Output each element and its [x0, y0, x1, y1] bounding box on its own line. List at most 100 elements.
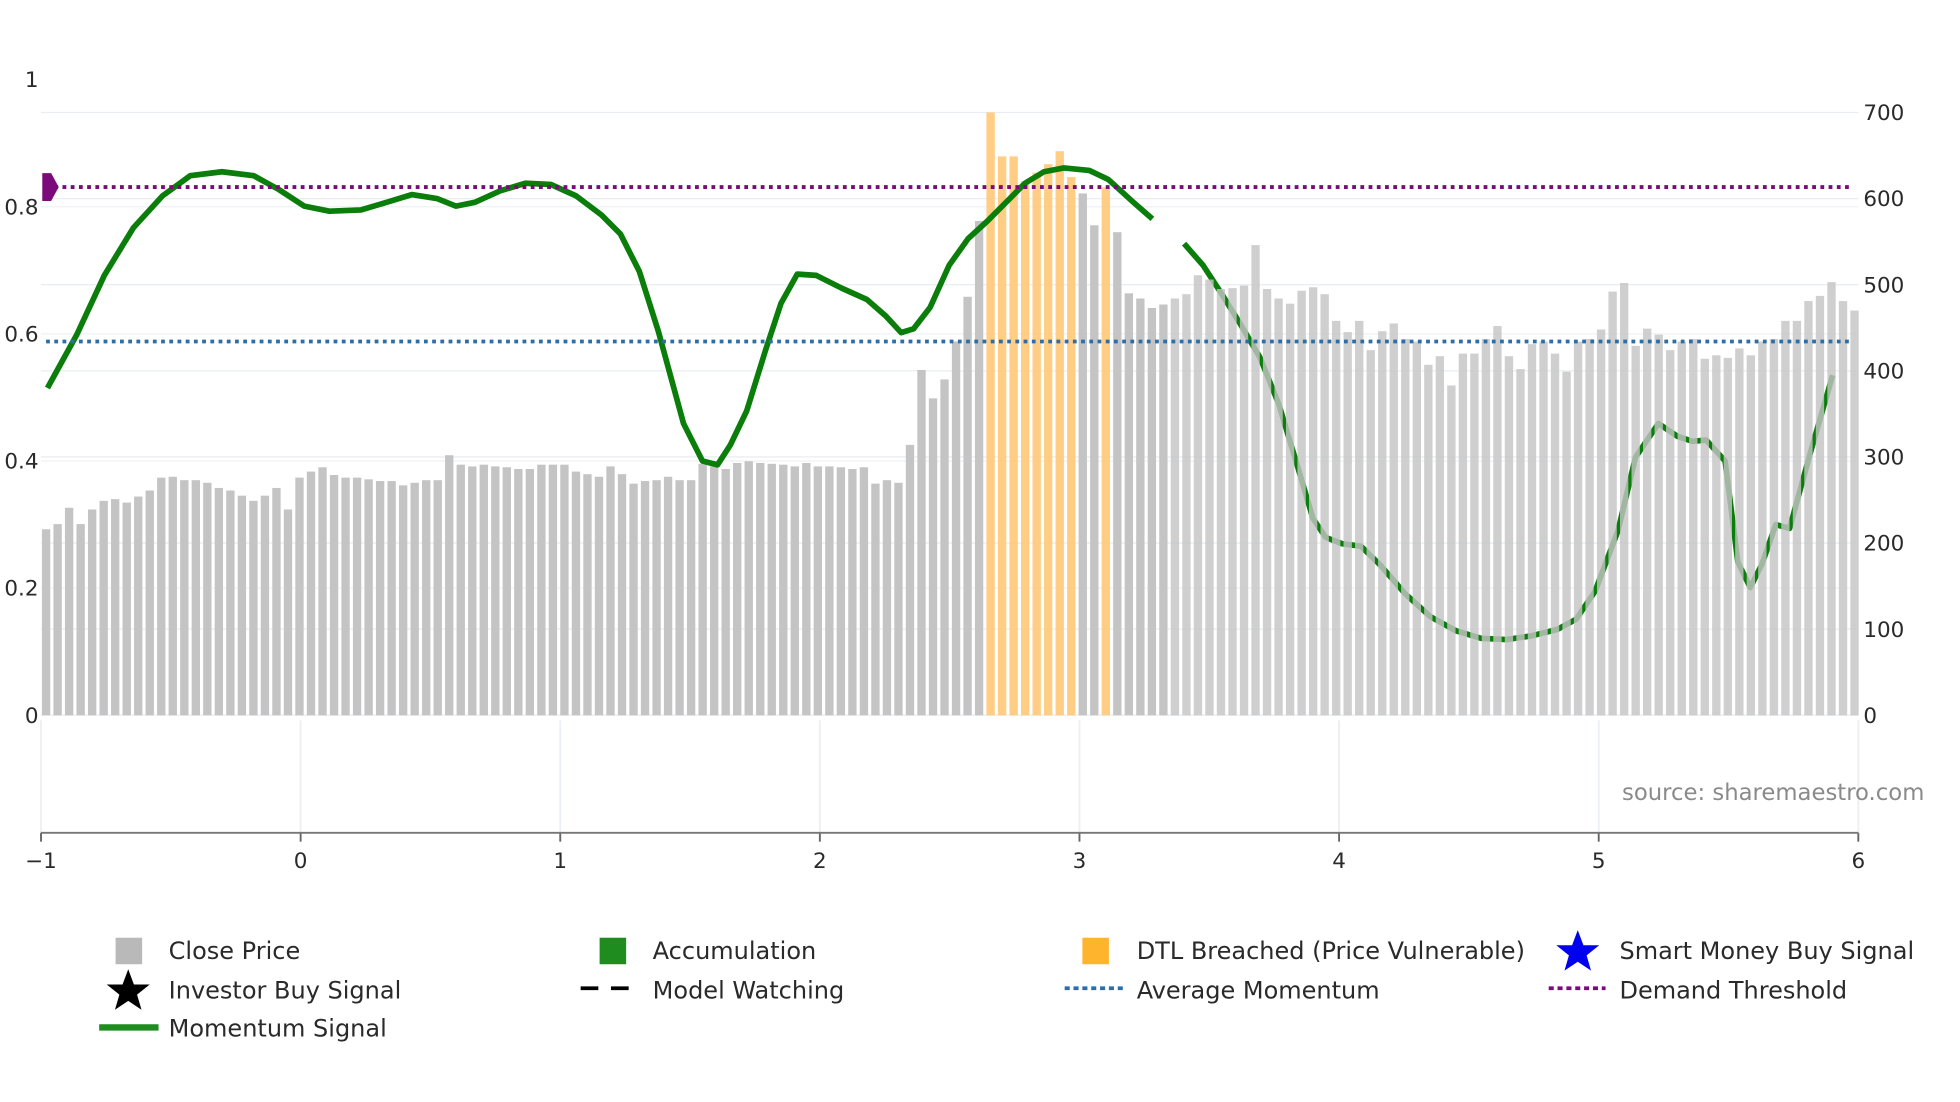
legend-close-price[interactable]: Close Price	[169, 937, 301, 965]
close-price-bar	[525, 468, 535, 716]
momentum-signal-line	[44, 165, 1155, 468]
y-right-tick-label: 200	[1863, 532, 1904, 557]
close-price-bar	[214, 487, 224, 716]
close-price-bar	[445, 455, 454, 716]
close-price-bar	[64, 507, 74, 716]
close-price-bar	[306, 471, 316, 716]
close-price-bar	[1378, 331, 1387, 716]
close-price-bar	[617, 474, 627, 716]
close-price-bar	[1516, 369, 1525, 716]
close-price-bar	[652, 480, 661, 716]
close-price-bar	[963, 296, 972, 716]
close-price-bar	[756, 462, 765, 716]
close-price-bar	[1527, 344, 1537, 716]
close-price-bar	[1274, 298, 1283, 716]
close-price-bar	[709, 466, 719, 716]
close-price-bar	[1827, 282, 1836, 716]
close-price-bar	[675, 480, 684, 716]
close-price-bar	[1781, 320, 1790, 716]
close-price-bar	[1412, 341, 1421, 716]
close-price-bar	[1723, 357, 1732, 716]
close-price-bar	[1458, 353, 1468, 716]
y-right-tick-label: 600	[1863, 187, 1904, 212]
close-price-bar	[145, 490, 154, 716]
x-tick-label: 6	[1851, 849, 1865, 874]
close-price-bar	[249, 500, 258, 716]
accumulation-swatch-icon	[599, 937, 627, 965]
close-price-bar	[1562, 371, 1571, 716]
y-left-tick-label: 0.8	[4, 195, 38, 220]
x-tick-label: 3	[1073, 849, 1087, 874]
close-price-bar	[1654, 334, 1663, 716]
legend-dtl-breached[interactable]: DTL Breached (Price Vulnerable)	[1137, 937, 1525, 965]
close-price-bar	[99, 500, 108, 716]
y-right-tick-label: 500	[1863, 273, 1904, 298]
close-price-bar	[1850, 310, 1859, 716]
close-price-bar	[456, 464, 465, 716]
close-price-bar	[951, 341, 961, 716]
close-price-bar	[318, 467, 327, 716]
close-price-bar	[1769, 338, 1779, 716]
legend-average-momentum[interactable]: Average Momentum	[1137, 976, 1380, 1004]
close-price-bar	[594, 476, 604, 716]
close-price-bar	[1147, 307, 1157, 716]
close-price-bar	[226, 490, 235, 716]
close-price-bar	[375, 481, 385, 716]
close-price-bar	[1596, 329, 1606, 716]
close-price-bar	[1182, 294, 1191, 716]
y-left-tick-label: 0	[25, 704, 39, 729]
close-price-bar	[537, 464, 546, 716]
close-price-bar	[1251, 245, 1260, 716]
legend-demand-threshold[interactable]: Demand Threshold	[1619, 976, 1847, 1004]
close-price-bar	[1389, 323, 1398, 716]
close-price-bar	[502, 467, 512, 716]
close-price-bar	[928, 398, 938, 716]
legend-model-watching[interactable]: Model Watching	[653, 976, 845, 1004]
close-price-bar	[548, 464, 558, 716]
close-price-bar	[468, 466, 477, 716]
reference-lines	[42, 173, 1854, 344]
close-price-bar	[640, 481, 650, 716]
close-price-bar	[917, 369, 926, 716]
close-price-bar	[848, 468, 857, 716]
close-price-bar	[1573, 341, 1583, 716]
x-tick-label: 4	[1332, 849, 1346, 874]
close-price-bar	[1493, 326, 1502, 716]
close-price-bar	[1539, 341, 1548, 716]
y-left-tick-label: 0.2	[4, 577, 38, 602]
close-price-bar	[560, 464, 569, 716]
close-price-bar	[733, 462, 742, 716]
close-price-bar	[1193, 275, 1203, 716]
close-price-bar	[1746, 355, 1756, 716]
close-price-bar	[1355, 320, 1364, 716]
close-price-bar	[237, 495, 247, 716]
close-price-bar	[1735, 348, 1744, 716]
close-price-bar	[802, 462, 811, 716]
close-price-bar	[721, 468, 730, 716]
close-price-bar	[387, 481, 396, 716]
close-price-bar	[767, 463, 776, 716]
close-price-bar	[87, 509, 97, 716]
close-price-bar	[571, 471, 581, 716]
y-right-tick-label: 100	[1863, 618, 1904, 643]
close-price-bar	[410, 482, 419, 716]
dtl-breached-bar	[1101, 187, 1110, 716]
legend-accumulation[interactable]: Accumulation	[653, 937, 817, 965]
close-price-bar	[122, 502, 131, 716]
close-price-bar	[1113, 232, 1122, 716]
close-price-bar	[790, 466, 799, 716]
legend-momentum-signal[interactable]: Momentum Signal	[169, 1014, 387, 1042]
x-tick-label: −1	[25, 849, 57, 874]
legend-investor-buy[interactable]: Investor Buy Signal	[169, 976, 402, 1004]
close-price-bar	[940, 379, 949, 716]
close-price-bar	[859, 467, 869, 716]
close-price-bar	[1320, 294, 1329, 716]
close-price-bar	[272, 487, 281, 716]
close-price-bar	[1136, 298, 1145, 716]
dtl-breached-bar	[986, 112, 995, 716]
legend-smart-money[interactable]: Smart Money Buy Signal	[1619, 937, 1914, 965]
close-price-bar	[1262, 289, 1272, 716]
close-price-bar	[53, 524, 62, 716]
close-price-bar	[1424, 364, 1433, 716]
